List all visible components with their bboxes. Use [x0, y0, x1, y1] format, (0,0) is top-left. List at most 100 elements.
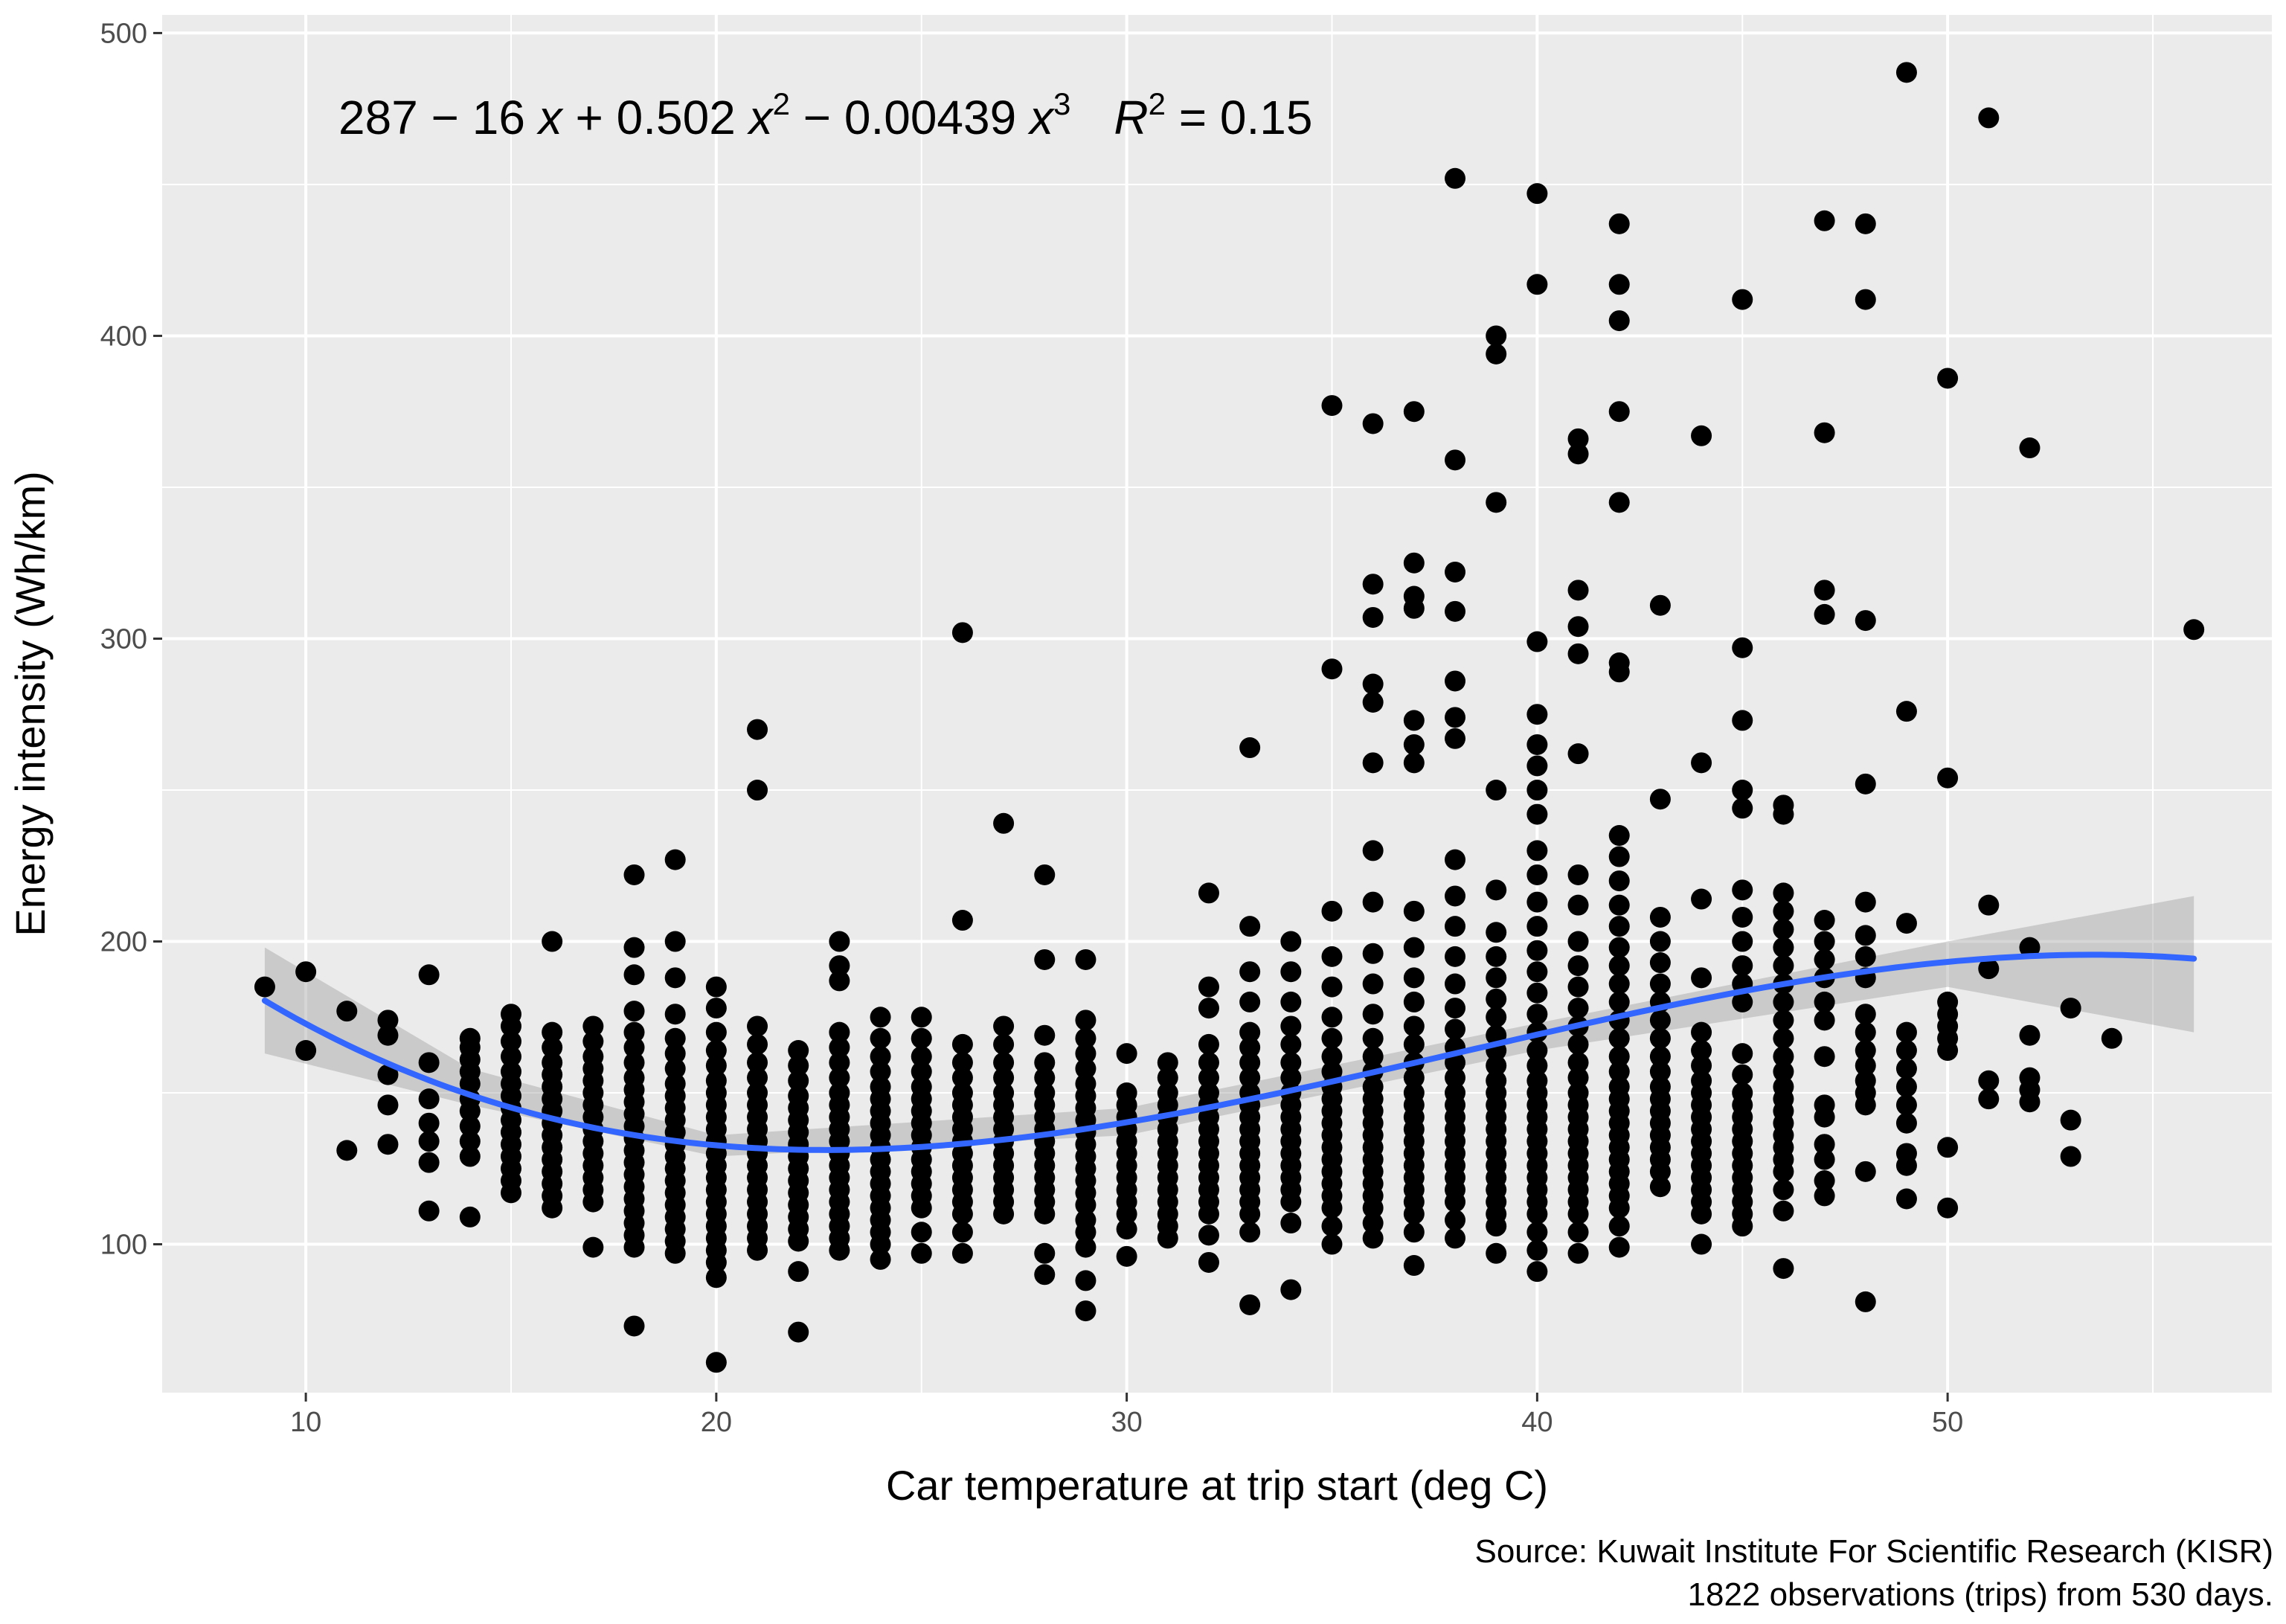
data-point	[1239, 1222, 1261, 1243]
data-point	[788, 1321, 809, 1343]
x-tick-label: 50	[1932, 1407, 1963, 1438]
data-point	[1526, 1040, 1548, 1062]
data-point	[418, 1131, 440, 1152]
data-point	[1978, 107, 2000, 129]
data-point	[1034, 1024, 1056, 1046]
data-point	[1198, 1052, 1219, 1073]
data-point	[1034, 1242, 1056, 1264]
data-point	[1403, 1203, 1425, 1225]
data-point	[1157, 1067, 1178, 1088]
y-tick-label: 400	[100, 321, 147, 352]
data-point	[1526, 1239, 1548, 1261]
data-point	[377, 1064, 399, 1085]
data-point	[623, 864, 645, 885]
data-point	[2183, 619, 2205, 641]
data-point	[295, 1040, 317, 1062]
data-point	[2019, 437, 2041, 459]
y-tick-label: 200	[100, 927, 147, 958]
data-point	[1608, 661, 1630, 683]
data-point	[788, 1230, 809, 1252]
data-point	[1198, 1225, 1219, 1246]
data-point	[1403, 1222, 1425, 1243]
data-point	[1403, 752, 1425, 774]
data-point	[1362, 1197, 1384, 1219]
data-point	[1445, 885, 1466, 907]
data-point	[870, 1007, 891, 1028]
data-point	[1526, 982, 1548, 1004]
data-point	[1280, 991, 1302, 1012]
data-point	[1198, 976, 1219, 998]
data-point	[1280, 931, 1302, 952]
data-point	[1814, 1046, 1835, 1068]
data-point	[1116, 1043, 1137, 1065]
data-point	[1526, 891, 1548, 913]
data-point	[1855, 773, 1876, 795]
data-point	[911, 1046, 932, 1068]
data-point	[1403, 734, 1425, 755]
data-point	[1732, 1216, 1753, 1237]
data-point	[295, 961, 317, 983]
data-point	[459, 1073, 481, 1094]
data-point	[1649, 931, 1671, 952]
data-point	[1732, 991, 1753, 1012]
data-point	[1239, 1021, 1261, 1043]
data-point	[336, 1140, 358, 1161]
data-point	[1895, 913, 1917, 934]
data-point	[1773, 937, 1794, 958]
data-point	[1814, 1170, 1835, 1192]
data-point	[418, 1112, 440, 1134]
data-point	[1362, 574, 1384, 595]
fit-curve-layer	[261, 951, 2197, 1153]
data-point	[1937, 368, 1959, 389]
data-point	[1608, 870, 1630, 892]
data-point	[418, 964, 440, 986]
data-point	[1486, 492, 1507, 513]
fit-equation: 287 − 16 x + 0.502 x2 − 0.00439 x3 R2 = 0…	[338, 86, 1312, 144]
data-point	[1978, 958, 2000, 980]
data-point	[1937, 1137, 1959, 1158]
data-point	[993, 1052, 1015, 1073]
data-point	[1773, 1027, 1794, 1049]
data-point	[1403, 710, 1425, 731]
y-axis-title: Energy intensity (Wh/km)	[7, 471, 54, 937]
data-point	[705, 1055, 727, 1076]
data-point	[1403, 900, 1425, 922]
data-point	[1567, 1242, 1589, 1264]
data-point	[1486, 343, 1507, 365]
data-point	[1814, 1134, 1835, 1155]
data-point	[1075, 1222, 1097, 1243]
data-point	[1486, 1007, 1507, 1028]
data-point	[1075, 1043, 1097, 1065]
data-point	[1608, 310, 1630, 332]
data-point	[1486, 1055, 1507, 1076]
data-point	[1691, 1233, 1712, 1255]
data-point	[1075, 1027, 1097, 1049]
data-point	[1855, 213, 1876, 234]
data-point	[1814, 603, 1835, 625]
data-point	[623, 1315, 645, 1337]
data-point	[788, 1055, 809, 1076]
data-point	[951, 1052, 973, 1073]
data-point	[1814, 931, 1835, 952]
data-point	[1732, 1043, 1753, 1065]
data-point	[1403, 1255, 1425, 1277]
data-point	[1239, 1067, 1261, 1088]
data-point	[1321, 1046, 1343, 1068]
data-point	[1321, 1007, 1343, 1028]
data-point	[1526, 704, 1548, 725]
data-point	[788, 1261, 809, 1283]
data-point	[1321, 1027, 1343, 1049]
data-point	[1362, 1027, 1384, 1049]
data-point	[1567, 894, 1589, 916]
data-point	[1403, 967, 1425, 989]
data-point	[1855, 1040, 1876, 1062]
data-point	[1814, 580, 1835, 601]
data-point	[459, 1100, 481, 1122]
data-point	[1526, 1203, 1548, 1225]
data-point	[500, 1046, 521, 1068]
data-point	[1321, 1061, 1343, 1082]
data-point	[1608, 1236, 1630, 1258]
data-point	[1239, 961, 1261, 983]
data-point	[1649, 952, 1671, 974]
data-point	[788, 1040, 809, 1062]
